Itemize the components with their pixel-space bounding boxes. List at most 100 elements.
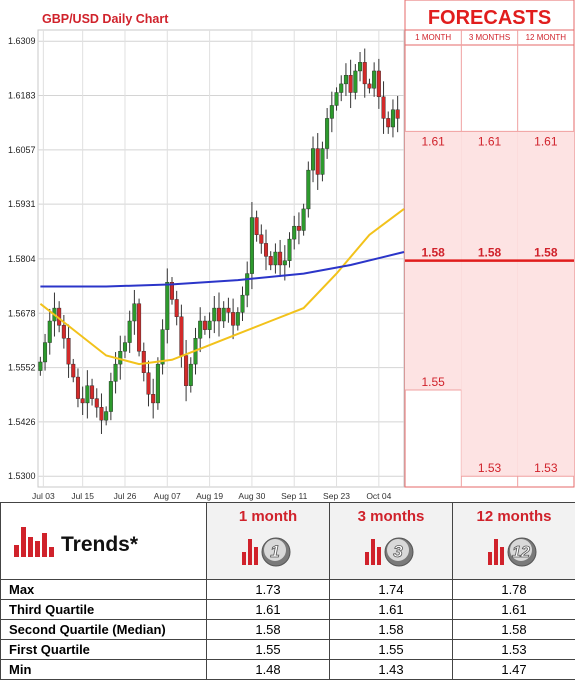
y-tick-label: 1.5678 — [8, 308, 36, 318]
candle-body — [297, 226, 301, 230]
x-tick-label: Sep 11 — [281, 491, 308, 501]
candle-body — [339, 84, 343, 93]
y-tick-label: 1.5552 — [8, 363, 36, 373]
price-chart: GBP/USD Daily ChartCurrent price: 1.6102… — [0, 0, 575, 502]
candle-body — [302, 209, 306, 231]
candle-body — [391, 110, 395, 127]
candle-body — [67, 338, 71, 364]
y-tick-label: 1.5426 — [8, 417, 36, 427]
candle-body — [227, 308, 231, 312]
y-tick-label: 1.6183 — [8, 91, 36, 101]
candle-body — [260, 235, 264, 244]
candle-body — [208, 321, 212, 330]
y-tick-label: 1.5804 — [8, 254, 36, 264]
forecast-value-label: 1.61 — [421, 134, 445, 148]
forecasts-title: FORECASTS — [428, 7, 551, 29]
x-tick-label: Aug 19 — [196, 491, 223, 501]
candle-body — [128, 321, 132, 343]
candle-body — [165, 282, 169, 329]
candle-body — [175, 299, 179, 316]
candle-body — [363, 62, 367, 84]
x-tick-label: Jul 03 — [32, 491, 55, 501]
period-badge-icon: 3 — [330, 533, 452, 567]
candle-body — [382, 97, 386, 119]
candle-body — [307, 170, 311, 209]
candle-body — [133, 304, 137, 321]
candle-body — [396, 110, 400, 119]
trends-header-12-months: 12 months 12 — [453, 503, 575, 580]
x-tick-label: Aug 07 — [154, 491, 181, 501]
forecast-col-header: 3 MONTHS — [469, 33, 510, 42]
candle-body — [100, 407, 104, 420]
candle-body — [81, 399, 85, 403]
candle-body — [321, 149, 325, 175]
forecast-range-3m — [461, 131, 517, 476]
table-row: Max 1.73 1.74 1.78 — [1, 580, 575, 600]
forecast-col-header: 1 MONTH — [415, 33, 451, 42]
bar-chart-icon — [13, 521, 57, 557]
row-label: Second Quartile (Median) — [1, 620, 207, 640]
candle-body — [109, 381, 113, 411]
x-tick-label: Oct 04 — [366, 491, 391, 501]
candle-body — [241, 295, 245, 312]
table-cell: 1.55 — [207, 640, 330, 660]
candle-body — [354, 71, 358, 93]
candle-body — [283, 261, 287, 265]
candle-body — [180, 317, 184, 356]
candle-body — [189, 364, 193, 386]
y-tick-label: 1.6057 — [8, 145, 36, 155]
candle-body — [222, 308, 226, 321]
candle-body — [255, 218, 259, 235]
trends-col-label: 3 months — [330, 503, 452, 525]
candle-body — [368, 84, 372, 88]
candle-body — [335, 93, 339, 106]
forecast-value-label: 1.55 — [421, 375, 445, 389]
forecast-value-label: 1.53 — [534, 461, 558, 475]
period-badge-icon: 1 — [207, 533, 329, 567]
forecast-col-header: 12 MONTH — [526, 33, 567, 42]
trends-title-cell: Trends* — [1, 503, 207, 580]
candle-body — [358, 62, 362, 71]
svg-text:1: 1 — [270, 542, 279, 561]
candle-body — [142, 351, 146, 373]
row-label: Max — [1, 580, 207, 600]
candle-body — [123, 343, 127, 352]
candle-body — [311, 149, 315, 171]
row-label: First Quartile — [1, 640, 207, 660]
forecast-value-label: 1.58 — [534, 246, 558, 260]
trends-col-label: 12 months — [453, 503, 575, 525]
table-row: Second Quartile (Median) 1.58 1.58 1.58 — [1, 620, 575, 640]
row-label: Third Quartile — [1, 600, 207, 620]
table-cell: 1.73 — [207, 580, 330, 600]
forecast-value-label: 1.58 — [478, 246, 502, 260]
table-cell: 1.53 — [453, 640, 575, 660]
candle-body — [292, 226, 296, 239]
candle-body — [118, 351, 122, 364]
candle-body — [203, 321, 207, 330]
x-tick-label: Jul 15 — [71, 491, 94, 501]
candle-body — [147, 373, 151, 395]
period-badge-icon: 12 — [453, 533, 575, 567]
chart-title: GBP/USD Daily Chart — [42, 12, 169, 26]
candle-body — [344, 75, 348, 84]
forecast-range-12m — [518, 131, 574, 476]
table-cell: 1.55 — [330, 640, 453, 660]
forecast-value-label: 1.53 — [478, 461, 502, 475]
table-cell: 1.74 — [330, 580, 453, 600]
table-cell: 1.58 — [207, 620, 330, 640]
trends-header-3-months: 3 months 3 — [330, 503, 453, 580]
table-cell: 1.78 — [453, 580, 575, 600]
table-cell: 1.61 — [207, 600, 330, 620]
candle-body — [90, 386, 94, 399]
trends-col-label: 1 month — [207, 503, 329, 525]
candle-body — [212, 308, 216, 321]
svg-text:12: 12 — [512, 544, 530, 561]
candle-body — [43, 343, 47, 362]
candle-body — [62, 325, 66, 338]
svg-text:3: 3 — [393, 542, 403, 561]
candle-body — [330, 105, 334, 118]
candle-body — [217, 308, 221, 321]
forecast-value-label: 1.61 — [478, 134, 502, 148]
candle-body — [264, 243, 268, 256]
candle-body — [372, 71, 376, 88]
